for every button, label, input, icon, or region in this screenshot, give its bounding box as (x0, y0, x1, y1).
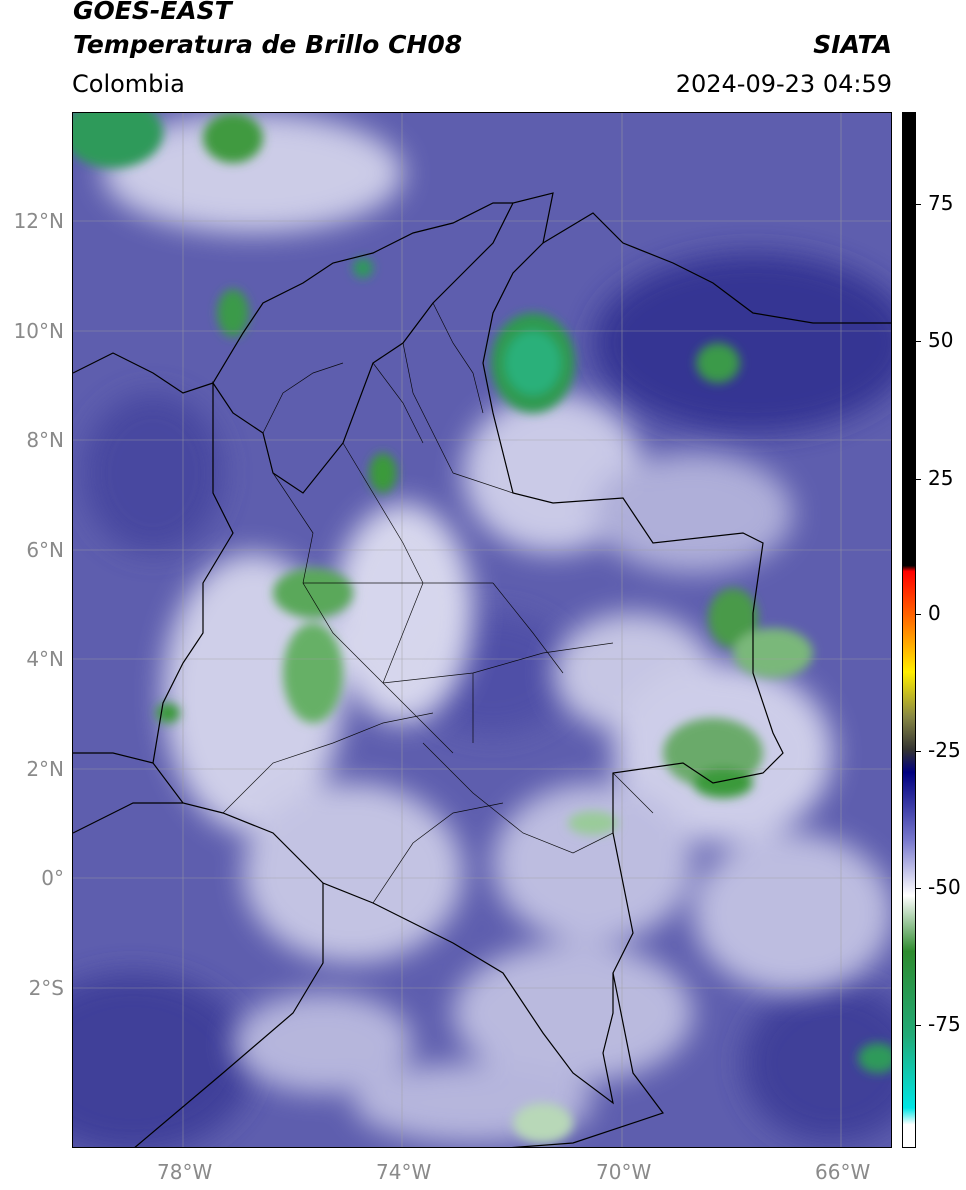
cold-cloud-tops (73, 113, 891, 1143)
lat-label-4n: 4°N (26, 647, 64, 671)
datetime-label: 2024-09-23 04:59 (675, 70, 892, 98)
colorbar-tick (916, 341, 921, 342)
colorbar-label-neg25: -25 (928, 738, 961, 762)
colorbar-tick (916, 614, 921, 615)
colorbar-label-75: 75 (928, 191, 954, 215)
colombia-outline (152, 192, 784, 1105)
region-label: Colombia (72, 70, 185, 98)
colorbar-tick (916, 1025, 921, 1026)
ecuador-peru-border (73, 752, 183, 834)
map-canvas (73, 113, 891, 1147)
colorbar-label-0: 0 (928, 601, 941, 625)
lon-label-78w: 78°W (157, 1160, 213, 1184)
satellite-map[interactable] (72, 112, 892, 1148)
lat-label-8n: 8°N (26, 428, 64, 452)
lat-label-10n: 10°N (13, 319, 64, 343)
colorbar-label-neg50: -50 (928, 875, 961, 899)
borders (73, 192, 891, 1147)
temperature-colorbar (902, 112, 916, 1148)
colorbar-tick (916, 751, 921, 752)
colorbar-label-25: 25 (928, 466, 954, 490)
lon-label-70w: 70°W (596, 1160, 652, 1184)
caribbean-coast (212, 202, 513, 384)
satellite-title: GOES-EAST (73, 0, 232, 25)
venezuela-border (542, 212, 891, 324)
peru-border (134, 883, 324, 1147)
lon-label-66w: 66°W (815, 1160, 871, 1184)
department-borders (222, 302, 654, 904)
graticule (73, 113, 891, 1147)
colorbar-label-50: 50 (928, 328, 954, 352)
colorbar-label-neg75: -75 (928, 1012, 961, 1036)
product-title: Temperatura de Brillo CH08 (73, 30, 463, 59)
lat-label-0: 0° (41, 866, 64, 890)
lon-label-74w: 74°W (376, 1160, 432, 1184)
lat-label-12n: 12°N (13, 209, 64, 233)
colorbar-tick (916, 479, 921, 480)
brazil-border (511, 972, 664, 1147)
lat-label-2n: 2°N (26, 757, 64, 781)
lat-label-2s: 2°S (28, 976, 64, 1000)
lat-label-6n: 6°N (26, 538, 64, 562)
panama-coast (73, 352, 214, 394)
cloud-regions (103, 113, 891, 1143)
colorbar-tick (916, 888, 921, 889)
colorbar-tick (916, 204, 921, 205)
org-label: SIATA (813, 30, 892, 59)
